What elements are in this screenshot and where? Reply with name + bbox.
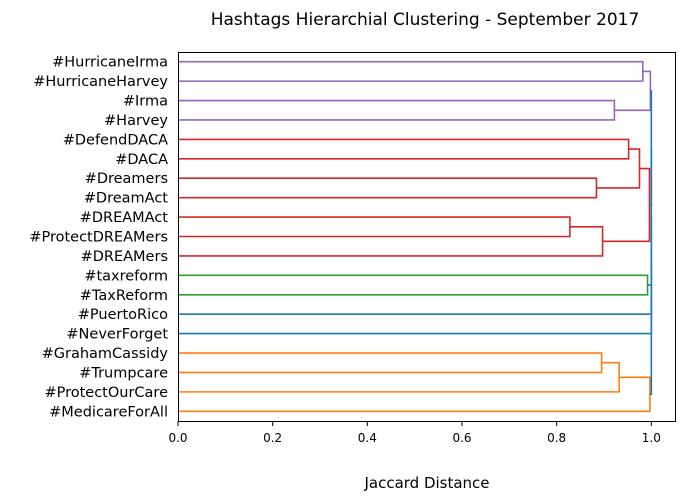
- leaf-label: #GrahamCassidy: [42, 346, 169, 362]
- leaf-label: #Trumpcare: [79, 365, 168, 381]
- dendrogram-link: [178, 60, 644, 82]
- dendrogram-link: [178, 216, 571, 238]
- x-tick-label: 1.0: [642, 431, 661, 445]
- x-tick-label: 0.6: [452, 431, 471, 445]
- leaf-label: #DefendDACA: [63, 132, 168, 148]
- dendrogram-link: [649, 299, 653, 396]
- dendrogram-link: [178, 99, 616, 121]
- leaf-label: #NeverForget: [66, 327, 168, 343]
- dendrogram-link: [178, 361, 620, 393]
- leaf-labels: #HurricaneIrma #HurricaneHarvey #Irma #Harv…: [29, 55, 168, 421]
- leaf-label: #ProtectDREAMers: [29, 230, 168, 246]
- leaf-label: #HurricaneIrma: [52, 55, 168, 71]
- dendrogram-link: [178, 376, 651, 413]
- leaf-label: #HurricaneHarvey: [33, 74, 168, 90]
- dendrogram-link: [178, 352, 603, 374]
- leaf-label: #taxreform: [84, 268, 168, 284]
- x-tick-label: 0.2: [263, 431, 282, 445]
- leaf-label: #DreamAct: [84, 191, 169, 207]
- x-tick-label: 0.0: [168, 431, 187, 445]
- leaf-label: #DREAMAct: [80, 210, 169, 226]
- leaf-label: #DREAMers: [81, 249, 168, 265]
- dendrogram-link: [178, 216, 653, 315]
- x-tick-label: 0.4: [358, 431, 377, 445]
- leaf-label: #PuertoRico: [78, 307, 168, 323]
- dendrogram-link: [178, 225, 604, 257]
- x-axis-label: Jaccard Distance: [363, 474, 489, 492]
- dendrogram-link: [178, 177, 598, 199]
- dendrogram-link: [178, 274, 649, 296]
- dendrogram-link: [614, 70, 652, 112]
- leaf-label: #Dreamers: [85, 171, 168, 187]
- leaf-label: #TaxReform: [80, 288, 168, 304]
- x-axis-ticks: 0.0 0.2 0.4 0.6 0.8 1.0: [168, 421, 661, 445]
- dendrogram-link: [178, 138, 630, 160]
- leaf-label: #ProtectOurCare: [44, 385, 168, 401]
- dendrogram-links: [178, 60, 653, 413]
- leaf-label: #DACA: [115, 152, 168, 168]
- x-tick-label: 0.8: [547, 431, 566, 445]
- leaf-label: #Irma: [123, 94, 168, 110]
- plot-frame: [178, 52, 676, 422]
- dendrogram-link: [602, 167, 651, 243]
- chart-title: Hashtags Hierarchial Clustering - Septem…: [211, 10, 640, 30]
- dendrogram-link: [596, 148, 641, 189]
- leaf-label: #MedicareForAll: [49, 404, 168, 420]
- leaf-label: #Harvey: [104, 113, 168, 129]
